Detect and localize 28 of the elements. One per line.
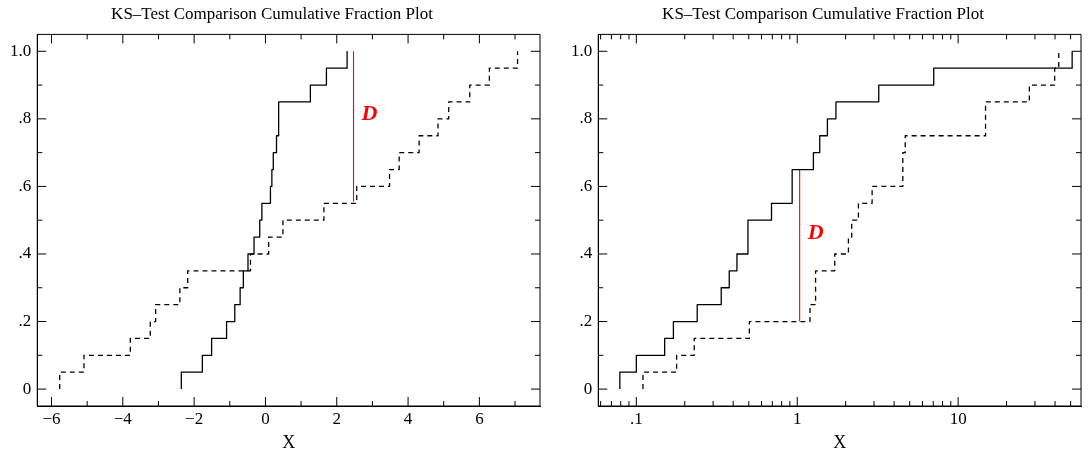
annotation: D <box>360 100 378 126</box>
y-tick-label: .2 <box>18 311 32 331</box>
y-tick-label: .4 <box>18 243 32 263</box>
x-tick-label: 0 <box>261 408 270 428</box>
x-tick-label: 2 <box>332 408 342 428</box>
x-tick-label: .1 <box>629 408 643 428</box>
x-tick-label: −2 <box>185 408 204 428</box>
x-axis-title: X <box>282 431 296 452</box>
x-tick-label: −6 <box>42 408 61 428</box>
annotation: D <box>806 219 824 245</box>
y-tick-label: 0 <box>22 378 32 398</box>
y-tick-label: 1.0 <box>571 40 593 60</box>
x-axis-title: X <box>833 431 847 452</box>
y-tick-label: 1.0 <box>10 40 32 60</box>
x-tick-label: 6 <box>475 408 484 428</box>
y-tick-label: 0 <box>583 378 593 398</box>
chart-title: KS–Test Comparison Cumulative Fraction Plot <box>111 3 434 23</box>
x-tick-label: 10 <box>949 408 967 428</box>
y-tick-label: .8 <box>18 108 32 128</box>
x-tick-label: 4 <box>403 408 413 428</box>
y-tick-label: .8 <box>579 108 593 128</box>
y-tick-label: .4 <box>579 243 593 263</box>
x-tick-label: −4 <box>113 408 133 428</box>
y-tick-label: .6 <box>18 175 32 195</box>
x-tick-label: 1 <box>792 408 802 428</box>
y-tick-label: .6 <box>579 175 593 195</box>
chart-title: KS–Test Comparison Cumulative Fraction Plot <box>662 3 985 23</box>
y-tick-label: .2 <box>579 311 593 331</box>
